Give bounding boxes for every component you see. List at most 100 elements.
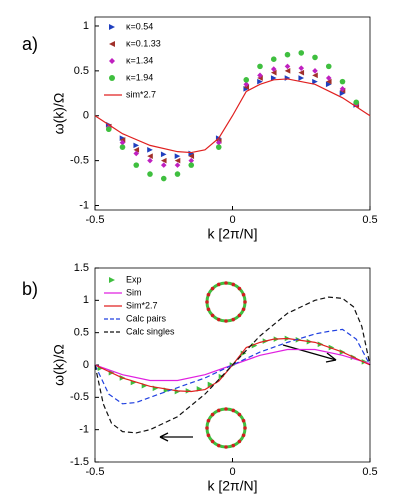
ring-dot [241,433,246,438]
arrow [282,344,337,361]
data-point [215,144,222,150]
data-point [251,342,258,349]
legend-marker [109,58,115,64]
ring-dot [237,313,242,318]
ring-icon [205,281,247,323]
data-point [160,151,167,158]
data-point [147,157,153,164]
ring-dot [210,313,215,318]
data-point [147,171,153,177]
ring-dot [206,307,211,312]
data-point [160,157,167,164]
data-point [133,142,140,149]
data-point [160,162,167,168]
data-point [188,153,195,159]
ring-dot [237,439,242,444]
data-point [298,69,305,76]
data-point [298,50,305,56]
ring-icon [205,407,247,449]
legend-label: Calc singles [126,326,175,336]
data-point [325,75,332,81]
x-tick-label: -0.5 [86,466,105,478]
data-point [257,72,263,79]
ring-dot [243,426,247,430]
data-point [160,175,167,182]
ring-dot [243,300,247,304]
y-tick-label: -0.5 [70,155,89,167]
data-line [94,328,371,405]
data-point [188,162,195,168]
data-point [105,126,112,133]
x-tick-label: -0.5 [86,214,105,226]
data-point [119,144,126,150]
legend-marker [109,24,115,30]
legend-label: Sim*2.7 [126,300,158,310]
data-point [243,77,250,83]
legend-label: κ=1.94 [126,72,153,82]
legend-label: sim*2.7 [126,89,156,99]
x-tick-label: 0.5 [362,214,377,226]
ring-dot [216,443,221,448]
ring-dot [241,418,246,423]
data-point [284,51,291,58]
data-point [312,54,318,61]
data-point [174,153,181,159]
ring-dot [231,317,236,322]
ring-dot [231,443,236,448]
data-point [270,69,277,76]
data-point [270,56,277,62]
y-tick-label: 0.5 [74,327,89,339]
data-point [270,66,277,72]
ring-dot [216,282,221,287]
ring-dot [241,292,246,297]
ring-dot [241,307,246,312]
data-point [298,65,305,71]
data-point [188,157,195,164]
y-axis-label: ω(k)/Ω [51,93,67,135]
ring-dot [206,292,211,297]
x-tick-label: 0.5 [362,466,377,478]
legend-label: κ=0.54 [126,21,153,31]
data-point [174,171,181,177]
ring-dot [237,412,242,417]
arrow-head [159,432,169,442]
y-tick-label: -0.5 [70,391,89,403]
legend-marker [109,41,115,47]
x-axis-label: k [2π/N] [207,226,257,242]
data-point [133,162,140,168]
data-line [94,296,371,434]
legend-marker [109,75,115,81]
ring-dot [224,281,228,285]
y-tick-label: 0 [83,110,89,122]
data-point [119,139,126,146]
ring-dot [224,319,228,323]
y-tick-label: 0.5 [74,65,89,77]
data-point [215,139,222,146]
data-line [94,78,371,154]
ring-dot [210,286,215,291]
data-point [312,78,318,85]
data-point [298,75,305,81]
annotations [159,281,337,449]
y-tick-label: 1 [83,294,89,306]
ring-dot [216,408,221,413]
legend-label: κ=1.34 [126,55,153,65]
ring-dot [210,412,215,417]
data-point [339,86,346,92]
ring-dot [216,317,221,322]
ring-dot [206,418,211,423]
data-point [328,344,335,351]
y-axis-label: ω(k)/Ω [51,344,67,386]
legend-label: Calc pairs [126,313,167,323]
ring-dot [206,433,211,438]
ring-dot [224,407,228,411]
data-point [284,68,291,74]
panel-label: b) [22,279,38,299]
data-point [312,72,318,79]
data-point [207,381,214,388]
y-tick-label: -1 [79,424,89,436]
data-point [339,90,346,97]
y-tick-label: 1 [83,20,89,32]
x-tick-label: 0 [229,466,235,478]
y-tick-label: -1 [79,199,89,211]
